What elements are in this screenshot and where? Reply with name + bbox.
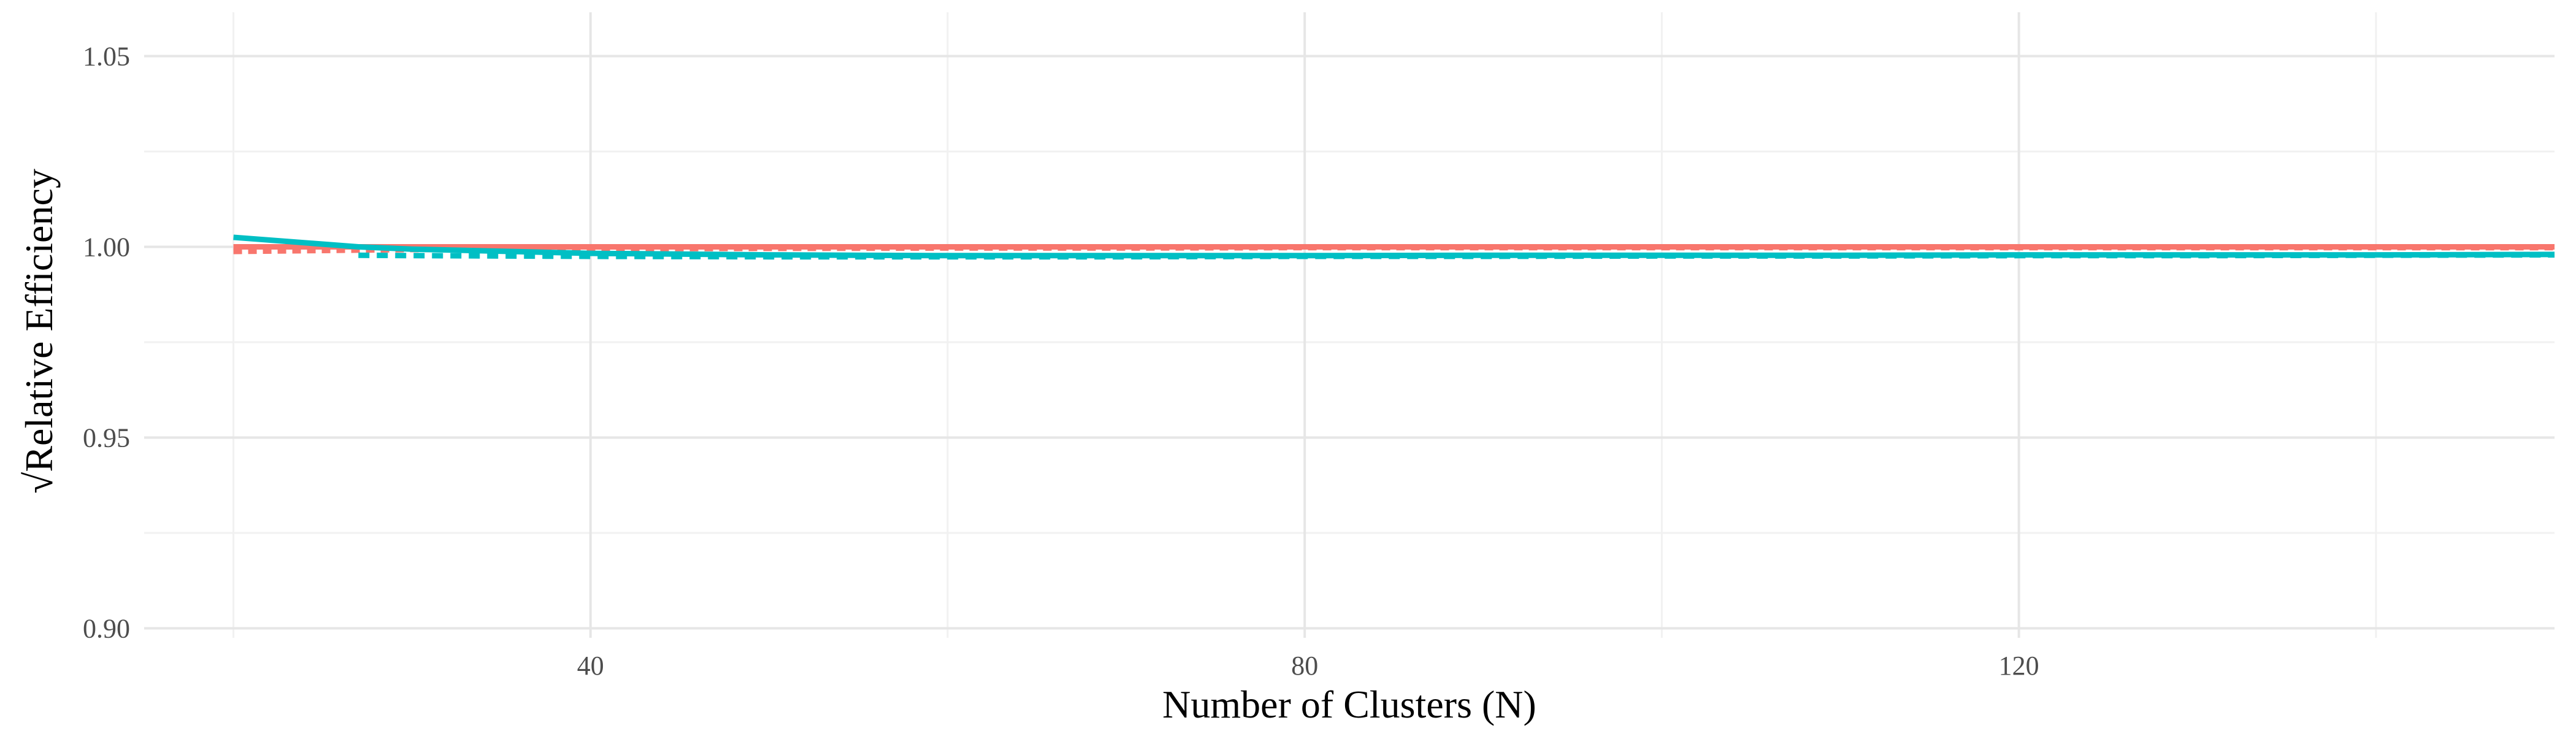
y-axis-title: √Relative Efficiency: [17, 169, 61, 494]
series-line-2: [233, 245, 2555, 255]
grid-layer: [144, 12, 2555, 638]
y-tick-label: 1.05: [83, 42, 130, 72]
x-axis-title: Number of Clusters (N): [1162, 683, 1536, 726]
tick-label-layer: 40 80 120 0.90 0.95 1.00 1.05: [83, 42, 2039, 681]
series-layer: [233, 234, 2555, 260]
y-tick-label: 0.95: [83, 423, 130, 453]
x-tick-label: 120: [1999, 651, 2039, 681]
series-line-4: [358, 252, 2555, 260]
x-tick-label: 80: [1291, 651, 1318, 681]
x-tick-label: 40: [577, 651, 604, 681]
y-tick-label: 1.00: [83, 232, 130, 262]
y-tick-label: 0.90: [83, 613, 130, 643]
